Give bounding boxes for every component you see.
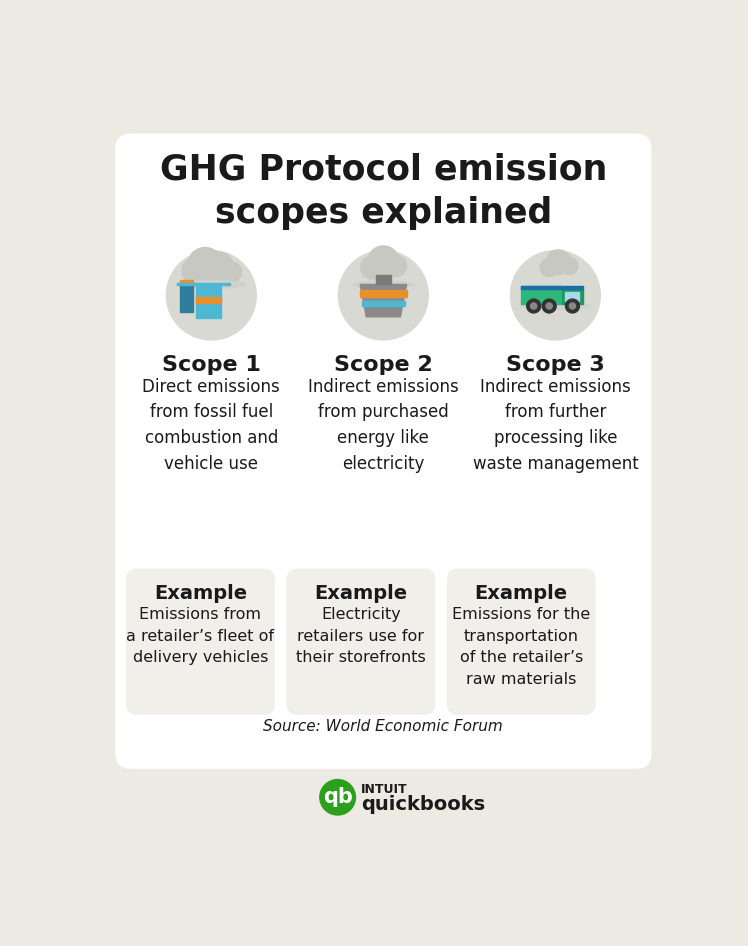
FancyBboxPatch shape xyxy=(115,133,652,769)
Text: Scope 1: Scope 1 xyxy=(162,355,261,375)
Text: Indirect emissions
from further
processing like
waste management: Indirect emissions from further processi… xyxy=(473,377,638,473)
Text: Source: World Economic Forum: Source: World Economic Forum xyxy=(263,719,503,734)
Text: Direct emissions
from fossil fuel
combustion and
vehicle use: Direct emissions from fossil fuel combus… xyxy=(142,377,280,473)
Bar xyxy=(562,286,583,289)
Text: Example: Example xyxy=(475,584,568,603)
Ellipse shape xyxy=(521,303,590,309)
Bar xyxy=(565,292,579,302)
Circle shape xyxy=(510,251,601,340)
Circle shape xyxy=(385,255,407,277)
FancyBboxPatch shape xyxy=(126,569,275,715)
Bar xyxy=(196,285,221,319)
Bar xyxy=(180,285,193,312)
Text: Electricity
retailers use for
their storefronts: Electricity retailers use for their stor… xyxy=(296,607,426,665)
Circle shape xyxy=(530,303,537,309)
Text: quickbooks: quickbooks xyxy=(361,795,485,814)
Text: INTUIT: INTUIT xyxy=(361,783,408,797)
Ellipse shape xyxy=(320,780,355,815)
Circle shape xyxy=(166,251,257,340)
Text: Example: Example xyxy=(314,584,408,603)
Ellipse shape xyxy=(177,281,246,289)
Circle shape xyxy=(527,299,541,313)
Circle shape xyxy=(561,257,578,274)
Bar xyxy=(360,289,407,297)
Text: qb: qb xyxy=(322,787,352,807)
FancyBboxPatch shape xyxy=(286,569,435,715)
Text: Scope 2: Scope 2 xyxy=(334,355,433,375)
Polygon shape xyxy=(360,285,407,317)
Text: Emissions from
a retailer’s fleet of
delivery vehicles: Emissions from a retailer’s fleet of del… xyxy=(126,607,275,665)
Circle shape xyxy=(205,253,233,280)
Circle shape xyxy=(540,258,559,277)
Circle shape xyxy=(546,250,571,274)
Circle shape xyxy=(338,251,429,340)
Circle shape xyxy=(368,246,399,277)
Bar xyxy=(375,275,391,285)
Bar xyxy=(521,286,562,289)
Circle shape xyxy=(569,303,575,309)
Circle shape xyxy=(565,299,580,313)
Circle shape xyxy=(361,256,384,279)
Bar xyxy=(361,301,405,306)
Bar xyxy=(196,297,221,303)
Bar xyxy=(562,289,583,305)
Text: Scope 3: Scope 3 xyxy=(506,355,605,375)
FancyBboxPatch shape xyxy=(447,569,595,715)
Bar xyxy=(177,283,230,286)
Circle shape xyxy=(188,248,222,281)
Text: Emissions for the
transportation
of the retailer’s
raw materials: Emissions for the transportation of the … xyxy=(453,607,590,687)
Circle shape xyxy=(182,258,206,283)
Text: Indirect emissions
from purchased
energy like
electricity: Indirect emissions from purchased energy… xyxy=(308,377,459,473)
Ellipse shape xyxy=(352,281,414,288)
Circle shape xyxy=(546,303,552,309)
Circle shape xyxy=(542,299,557,313)
Bar xyxy=(180,280,193,285)
Bar xyxy=(521,286,562,305)
Text: GHG Protocol emission
scopes explained: GHG Protocol emission scopes explained xyxy=(159,153,607,230)
Text: Example: Example xyxy=(154,584,247,603)
Circle shape xyxy=(221,262,242,282)
